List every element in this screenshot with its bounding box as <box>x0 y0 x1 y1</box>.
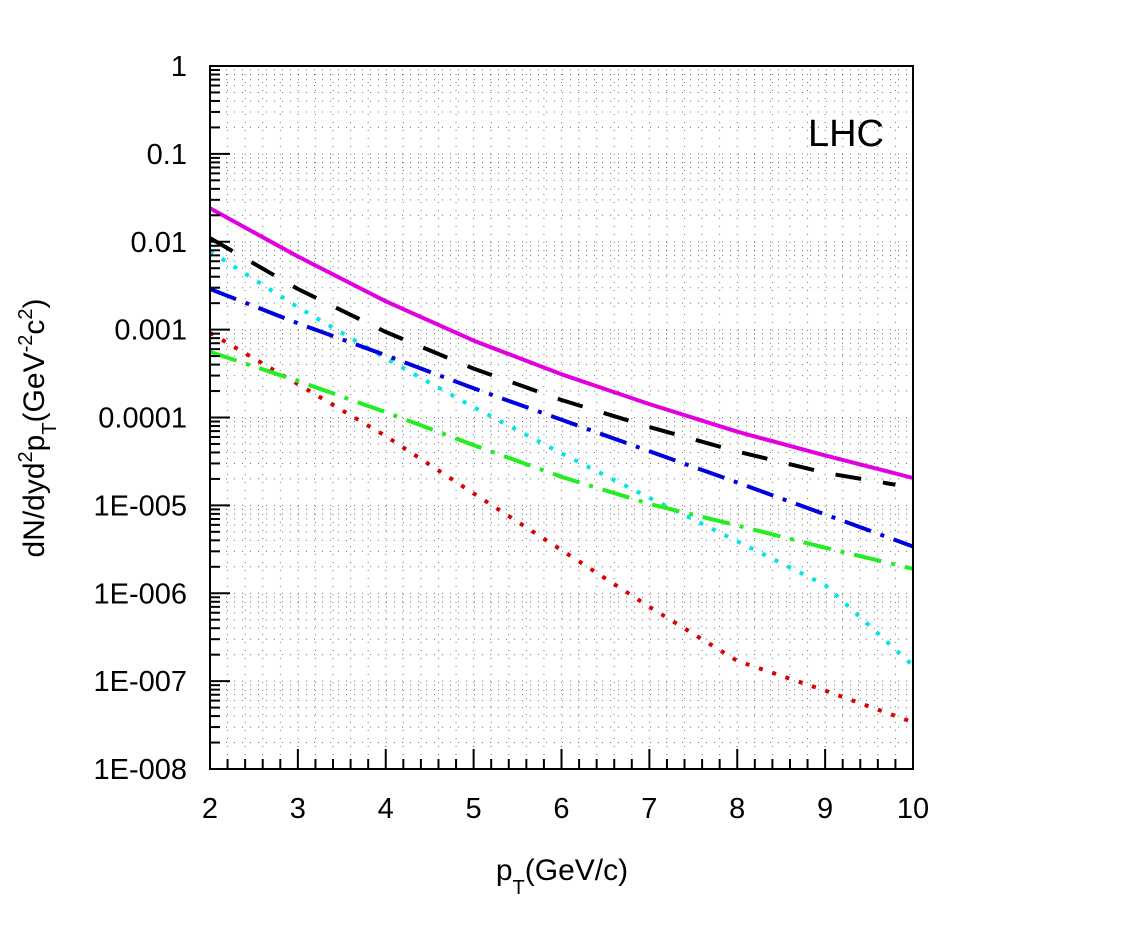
x-axis-title-main: p <box>496 854 513 887</box>
x-axis-title-rest: (GeV/c) <box>525 854 628 887</box>
y-tick-labels: 1 0.1 0.01 0.001 0.0001 1E-005 1E-006 1E-007 1E-… <box>93 51 187 786</box>
y-tick-label: 0.0001 <box>98 403 187 435</box>
x-tick-label: 7 <box>641 793 657 825</box>
y-tick-label: 1E-005 <box>93 490 187 522</box>
x-tick-label: 5 <box>466 793 482 825</box>
x-tick-label: 9 <box>817 793 833 825</box>
y-tick-label: 0.1 <box>147 139 187 171</box>
y-axis-title-part4: c <box>18 320 51 335</box>
series-line-4 <box>209 287 914 549</box>
x-tick-labels: 2 3 4 5 6 7 8 9 10 <box>202 793 929 825</box>
y-tick-label: 1E-007 <box>93 666 187 698</box>
y-axis-title-sup3: 2 <box>15 308 37 319</box>
series-line-2 <box>208 236 896 487</box>
y-axis-title-part2: p <box>18 435 51 452</box>
y-axis-title-sup1: 2 <box>15 451 37 462</box>
plot-frame <box>209 65 914 770</box>
x-tick-label: 2 <box>202 793 218 825</box>
y-axis-title-sub1: T <box>39 422 61 434</box>
x-tick-label: 4 <box>378 793 394 825</box>
axis-ticks <box>209 65 914 770</box>
grid <box>209 66 914 770</box>
annotation-label: LHC <box>808 113 884 155</box>
y-axis-title-part5: ) <box>18 298 51 308</box>
series-line-5 <box>208 331 914 725</box>
y-tick-label: 0.001 <box>114 315 187 347</box>
y-tick-label: 1 <box>171 51 187 83</box>
y-axis-title-part3: (GeV <box>18 352 51 422</box>
y-axis-title-sup2: -2 <box>15 335 37 353</box>
y-tick-label: 0.01 <box>131 227 187 259</box>
y-tick-label: 1E-008 <box>93 754 187 786</box>
x-tick-label: 10 <box>897 793 929 825</box>
y-tick-label: 1E-006 <box>93 578 187 610</box>
x-tick-label: 3 <box>290 793 306 825</box>
series-line-1 <box>209 206 914 480</box>
x-tick-label: 8 <box>729 793 745 825</box>
x-axis-title: pT(GeV/c) <box>496 854 628 899</box>
series-line-6 <box>209 349 914 571</box>
y-axis-title-part1: dN/dyd <box>18 462 51 557</box>
x-tick-label: 6 <box>553 793 569 825</box>
x-axis-title-sub: T <box>513 877 525 899</box>
series-layer <box>208 206 915 725</box>
y-axis-title: dN/dyd2pT(GeV-2c2) <box>15 298 61 557</box>
